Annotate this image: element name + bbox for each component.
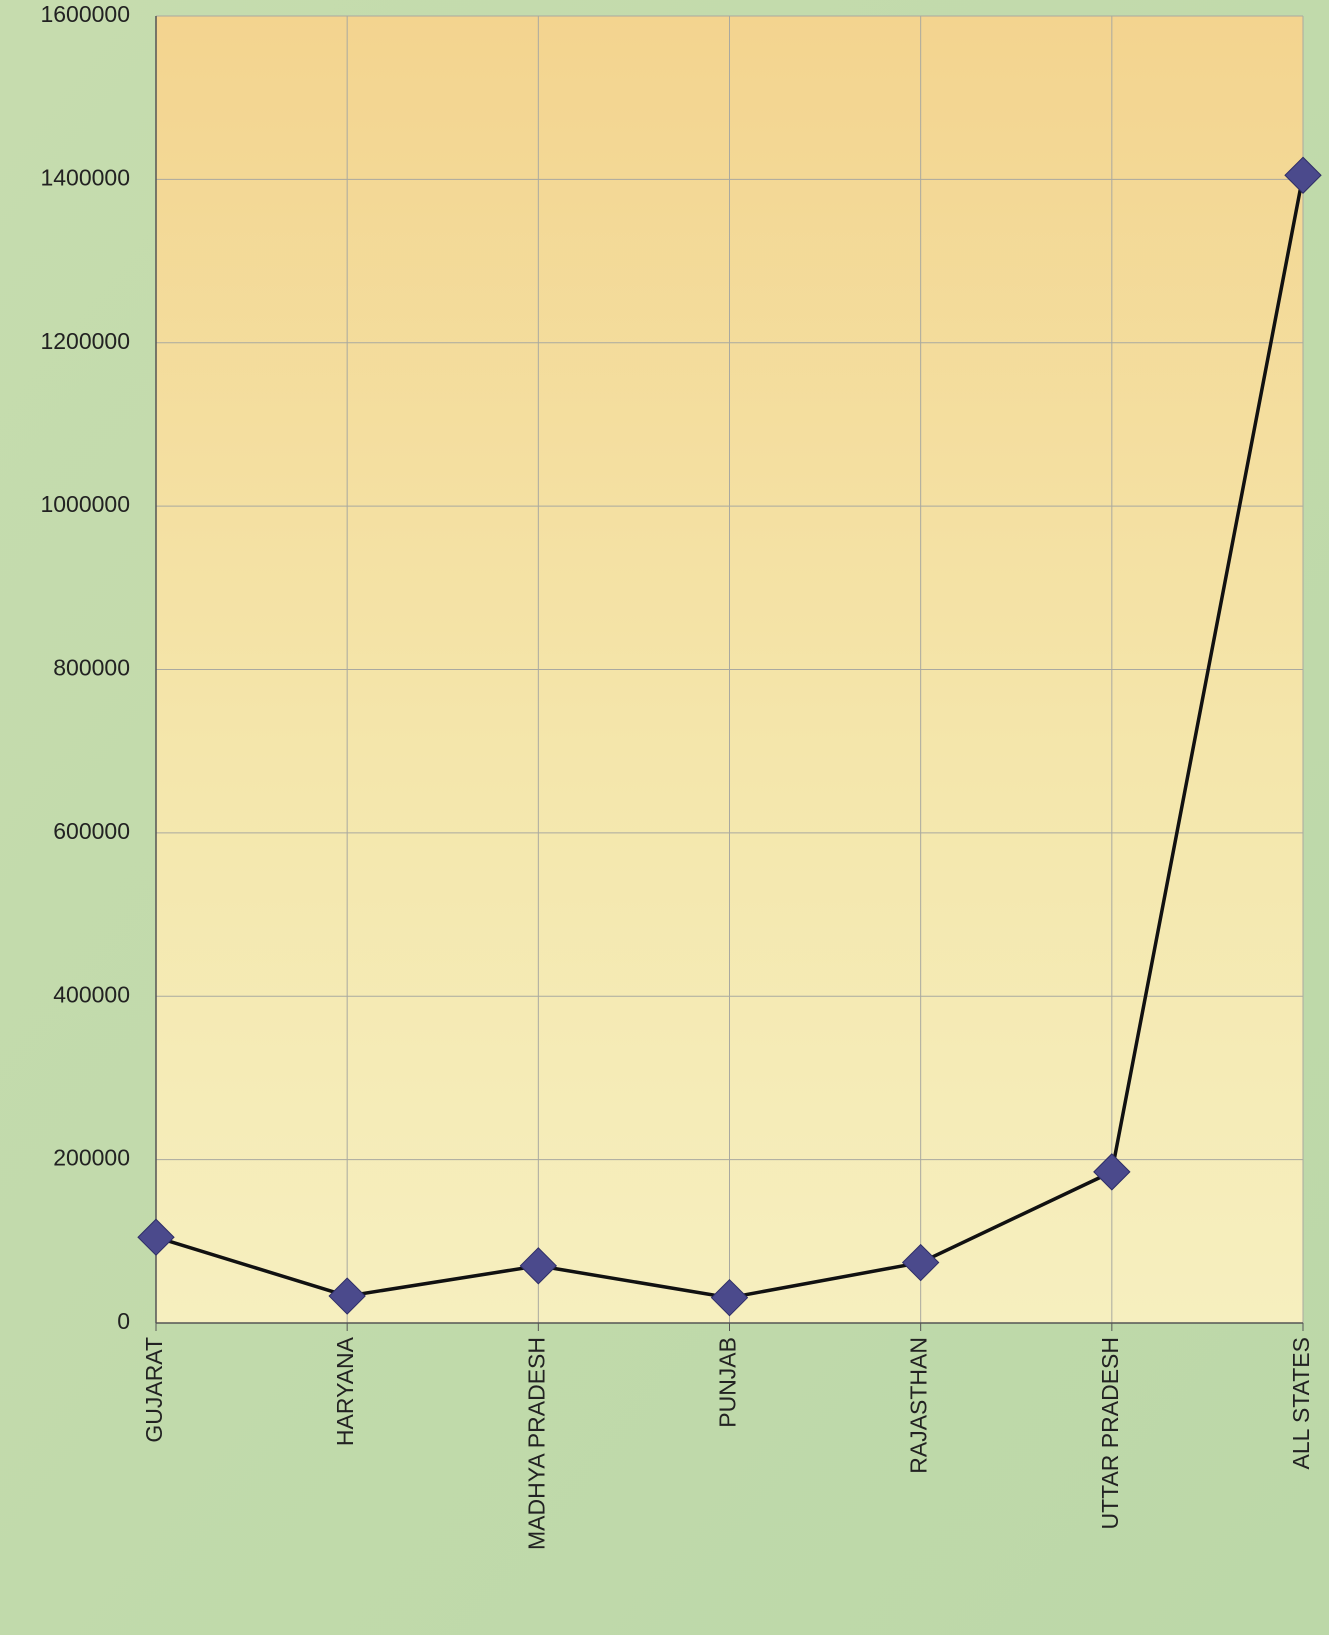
- y-tick-label: 1600000: [40, 1, 130, 27]
- y-tick-label: 200000: [53, 1145, 130, 1171]
- data-point: [328, 1277, 366, 1315]
- data-point: [1284, 156, 1322, 194]
- data-point: [710, 1278, 749, 1317]
- y-tick-label: 400000: [53, 981, 130, 1007]
- data-point: [137, 1218, 175, 1256]
- y-tick-label: 800000: [53, 655, 130, 681]
- x-tick-label: ALL STATES: [1288, 1337, 1314, 1470]
- y-tick-label: 1000000: [40, 491, 130, 517]
- x-tick-label: PUNJAB: [715, 1337, 741, 1428]
- x-tick-label: UTTAR PRADESH: [1097, 1337, 1123, 1530]
- y-tick-label: 1200000: [40, 328, 130, 354]
- y-tick-label: 600000: [53, 818, 130, 844]
- data-point: [901, 1243, 940, 1282]
- x-tick-label: MADHYA PRADESH: [523, 1337, 549, 1550]
- x-tick-label: GUJARAT: [141, 1337, 167, 1443]
- data-point: [1093, 1153, 1131, 1191]
- data-point: [519, 1247, 558, 1285]
- y-tick-label: 1400000: [40, 164, 130, 190]
- y-tick-label: 0: [117, 1308, 130, 1334]
- x-tick-label: RAJASTHAN: [906, 1337, 932, 1474]
- x-tick-label: HARYANA: [332, 1336, 358, 1446]
